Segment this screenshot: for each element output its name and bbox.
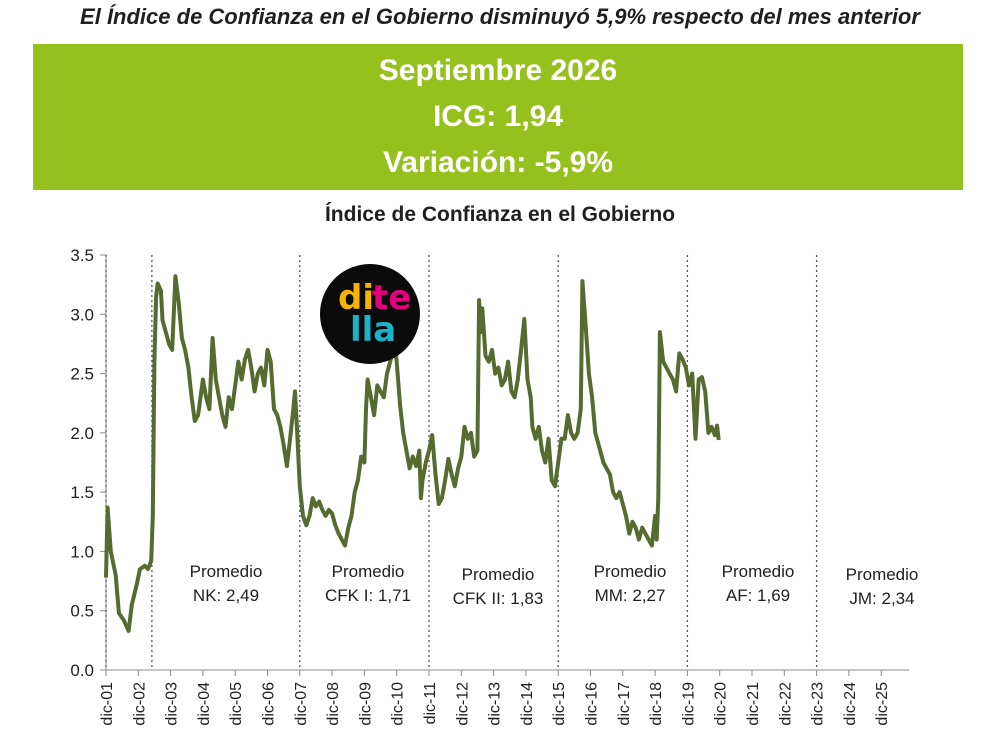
y-tick-label: 3.0: [70, 305, 94, 324]
series-line: [104, 274, 721, 633]
x-tick-label: dic-06: [261, 682, 278, 726]
x-tick-label: dic-18: [648, 682, 665, 726]
x-tick-label: dic-23: [810, 682, 827, 726]
x-tick-label: dic-20: [713, 682, 730, 726]
x-tick-label: dic-24: [842, 682, 859, 726]
x-tick-label: dic-19: [680, 682, 697, 726]
average-title: Promedio: [189, 562, 263, 581]
average-title: Promedio: [461, 565, 535, 584]
x-tick-label: dic-12: [454, 682, 471, 726]
y-tick-label: 3.5: [70, 246, 94, 265]
average-label: Promedio CFK II: 1,83: [428, 563, 568, 611]
headline: El Índice de Confianza en el Gobierno di…: [80, 4, 920, 29]
x-tick-label: dic-15: [551, 682, 568, 726]
average-title: Promedio: [593, 562, 667, 581]
x-tick-label: dic-13: [487, 682, 504, 726]
x-tick-label: dic-08: [325, 682, 342, 726]
average-value: NK: 2,49: [192, 586, 260, 605]
x-tick-label: dic-25: [874, 682, 891, 726]
average-value: CFK I: 1,71: [325, 586, 411, 605]
logo-letters-di: di: [338, 278, 374, 318]
average-value: AF: 1,69: [725, 586, 791, 605]
y-tick-label: 2.0: [70, 424, 94, 443]
x-tick-label: dic-05: [228, 682, 245, 726]
average-value: JM: 2,34: [849, 589, 915, 608]
y-tick-label: 0.5: [70, 602, 94, 621]
x-tick-label: dic-04: [196, 682, 213, 726]
x-tick-label: dic-03: [164, 682, 181, 726]
average-label: Promedio NK: 2,49: [156, 560, 296, 608]
average-title: Promedio: [845, 565, 919, 584]
x-tick-label: dic-10: [390, 682, 407, 726]
y-tick-label: 0.0: [70, 661, 94, 680]
banner-icg: ICG: 1,94: [432, 100, 564, 133]
logo-letters-te: te: [372, 278, 412, 318]
average-label: Promedio CFK I: 1,71: [298, 560, 438, 608]
average-value: MM: 2,27: [594, 586, 666, 605]
x-tick-label: dic-02: [131, 682, 148, 726]
x-tick-label: dic-07: [293, 682, 310, 726]
average-title: Promedio: [721, 562, 795, 581]
summary-banner: Septiembre 2026 ICG: 1,94 Variación: -5,…: [33, 44, 963, 190]
x-tick-label: dic-16: [584, 682, 601, 726]
x-tick-label: dic-17: [616, 682, 633, 726]
logo-letters-lla: lla: [350, 310, 397, 350]
average-value: CFK II: 1,83: [452, 589, 544, 608]
x-tick-label: dic-22: [777, 682, 794, 726]
x-tick-label: dic-01: [99, 682, 116, 726]
average-label: Promedio JM: 2,34: [812, 563, 952, 611]
banner-variation: Variación: -5,9%: [382, 146, 614, 179]
chart-title: Índice de Confianza en el Gobierno: [324, 203, 676, 226]
y-tick-label: 2.5: [70, 365, 94, 384]
x-tick-label: dic-11: [422, 682, 439, 724]
average-label: Promedio MM: 2,27: [560, 560, 700, 608]
y-tick-label: 1.0: [70, 542, 94, 561]
x-tick-label: dic-21: [745, 682, 762, 726]
average-label: Promedio AF: 1,69: [688, 560, 828, 608]
y-tick-label: 1.5: [70, 483, 94, 502]
banner-month: Septiembre 2026: [378, 54, 618, 87]
ditella-logo: di te lla: [320, 264, 420, 364]
x-tick-label: dic-14: [519, 682, 536, 726]
x-tick-label: dic-09: [357, 682, 374, 726]
average-title: Promedio: [331, 562, 405, 581]
